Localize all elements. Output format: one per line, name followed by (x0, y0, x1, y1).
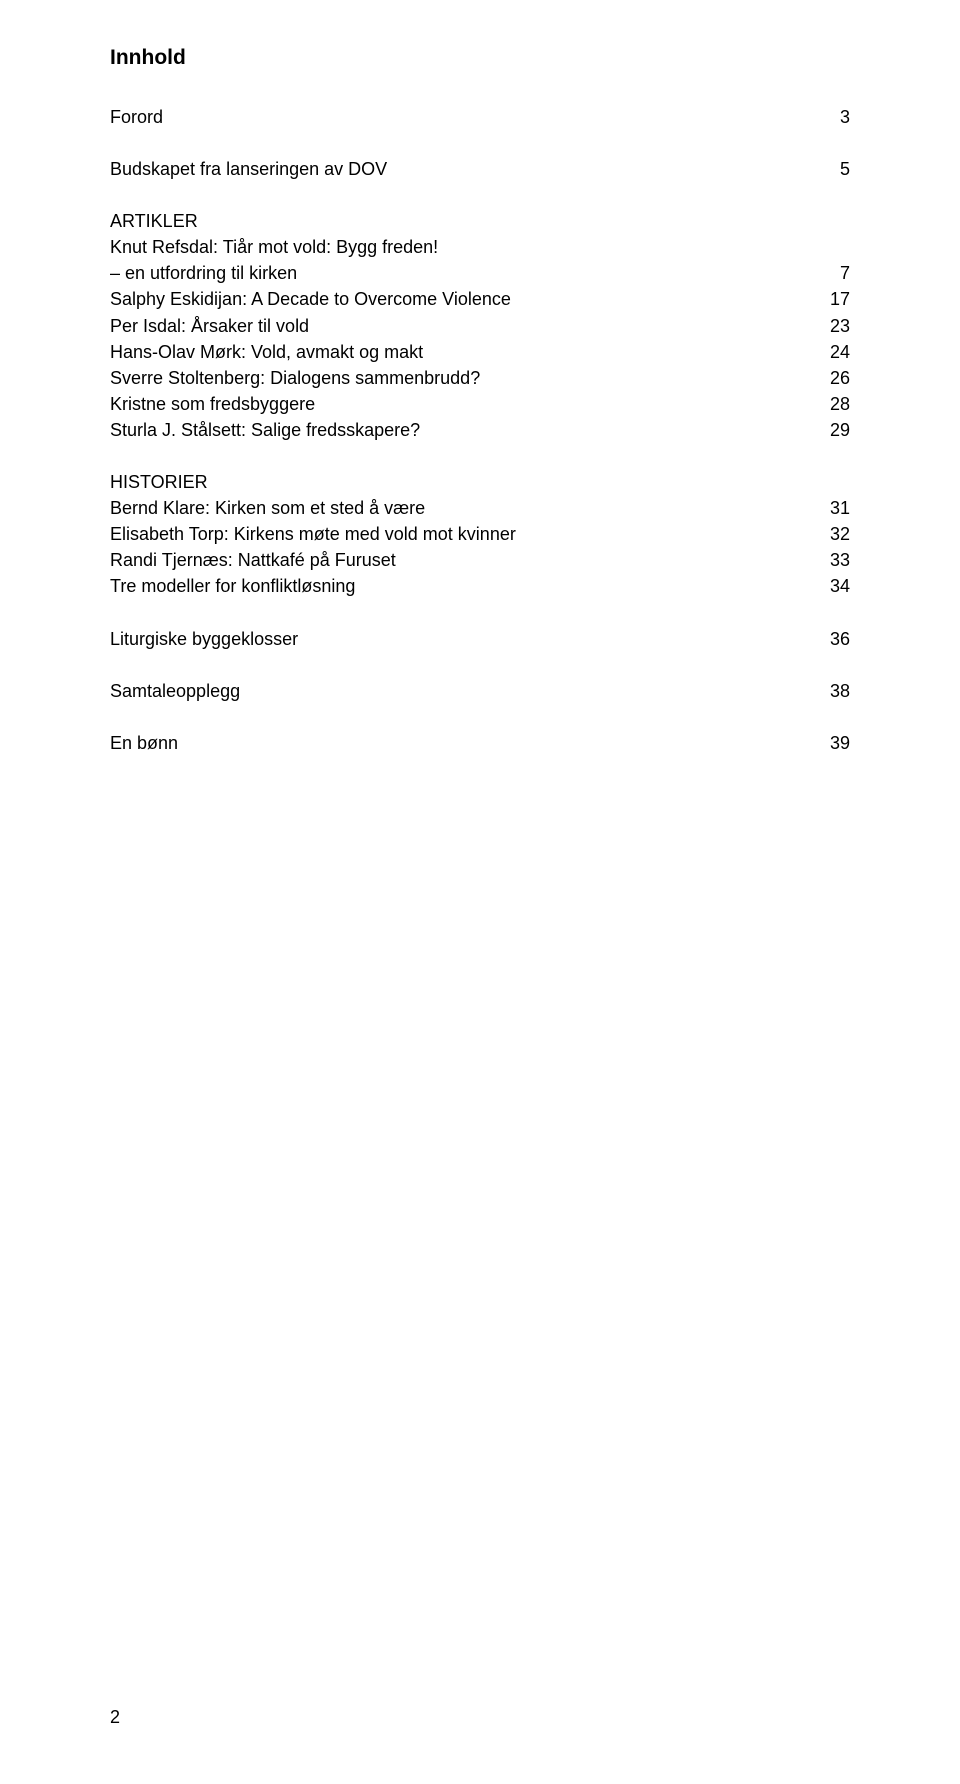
toc-entry: Kristne som fredsbyggere28 (110, 391, 850, 417)
toc-spacer (110, 704, 850, 730)
toc-entry-page: 28 (810, 391, 850, 417)
toc-entry-page: 34 (810, 573, 850, 599)
toc-entry-page: 17 (810, 286, 850, 312)
toc-title: Innhold (110, 46, 850, 70)
toc-entry-page: 5 (810, 156, 850, 182)
toc-entry-page: 36 (810, 626, 850, 652)
toc-spacer (110, 652, 850, 678)
toc-entry-page: 23 (810, 313, 850, 339)
toc-entry: – en utfordring til kirken7 (110, 260, 850, 286)
toc-entry-label: Tre modeller for konfliktløsning (110, 573, 810, 599)
toc-entry-label: Randi Tjernæs: Nattkafé på Furuset (110, 547, 810, 573)
toc-entry: Knut Refsdal: Tiår mot vold: Bygg freden… (110, 234, 850, 260)
toc-entry-label: Liturgiske byggeklosser (110, 626, 810, 652)
toc-entry-label: Salphy Eskidijan: A Decade to Overcome V… (110, 286, 810, 312)
toc-entry-label: Forord (110, 104, 810, 130)
toc-entry: Sverre Stoltenberg: Dialogens sammenbrud… (110, 365, 850, 391)
toc-entry: Forord3 (110, 104, 850, 130)
toc-entry-label: Samtaleopplegg (110, 678, 810, 704)
toc-entry: Elisabeth Torp: Kirkens møte med vold mo… (110, 521, 850, 547)
toc-entry-label: Knut Refsdal: Tiår mot vold: Bygg freden… (110, 234, 810, 260)
toc-entry-page: 31 (810, 495, 850, 521)
toc-entry: Hans-Olav Mørk: Vold, avmakt og makt24 (110, 339, 850, 365)
toc-entry-page: 3 (810, 104, 850, 130)
toc-spacer (110, 130, 850, 156)
toc-entry: Tre modeller for konfliktløsning34 (110, 573, 850, 599)
toc-entry: Samtaleopplegg38 (110, 678, 850, 704)
toc-entry: Budskapet fra lanseringen av DOV5 (110, 156, 850, 182)
toc-entry-page: 24 (810, 339, 850, 365)
toc-entry-page: 29 (810, 417, 850, 443)
toc-entry-label: Bernd Klare: Kirken som et sted å være (110, 495, 810, 521)
toc-entry-page: 26 (810, 365, 850, 391)
toc-entry: Liturgiske byggeklosser36 (110, 626, 850, 652)
toc-entry-page: 7 (810, 260, 850, 286)
page-number: 2 (110, 1707, 120, 1728)
toc-section-header: ARTIKLER (110, 208, 850, 234)
toc-entry-page: 38 (810, 678, 850, 704)
toc-entry-label: Sverre Stoltenberg: Dialogens sammenbrud… (110, 365, 810, 391)
toc-entry-page: 32 (810, 521, 850, 547)
toc-entry: Per Isdal: Årsaker til vold23 (110, 313, 850, 339)
toc-entry-label: Sturla J. Stålsett: Salige fredsskapere? (110, 417, 810, 443)
toc-spacer (110, 182, 850, 208)
toc-spacer (110, 443, 850, 469)
toc-entry-label: Kristne som fredsbyggere (110, 391, 810, 417)
toc-body: Forord3Budskapet fra lanseringen av DOV5… (110, 104, 850, 756)
toc-entry-page: 33 (810, 547, 850, 573)
toc-entry-label: – en utfordring til kirken (110, 260, 810, 286)
toc-entry-page: 39 (810, 730, 850, 756)
toc-entry: En bønn39 (110, 730, 850, 756)
toc-entry-label: Elisabeth Torp: Kirkens møte med vold mo… (110, 521, 810, 547)
toc-entry: Salphy Eskidijan: A Decade to Overcome V… (110, 286, 850, 312)
toc-entry: Randi Tjernæs: Nattkafé på Furuset33 (110, 547, 850, 573)
toc-entry-label: Per Isdal: Årsaker til vold (110, 313, 810, 339)
toc-spacer (110, 600, 850, 626)
toc-entry-label: Budskapet fra lanseringen av DOV (110, 156, 810, 182)
toc-section-header: HISTORIER (110, 469, 850, 495)
toc-entry-label: Hans-Olav Mørk: Vold, avmakt og makt (110, 339, 810, 365)
toc-entry-label: En bønn (110, 730, 810, 756)
toc-entry: Bernd Klare: Kirken som et sted å være31 (110, 495, 850, 521)
toc-entry: Sturla J. Stålsett: Salige fredsskapere?… (110, 417, 850, 443)
